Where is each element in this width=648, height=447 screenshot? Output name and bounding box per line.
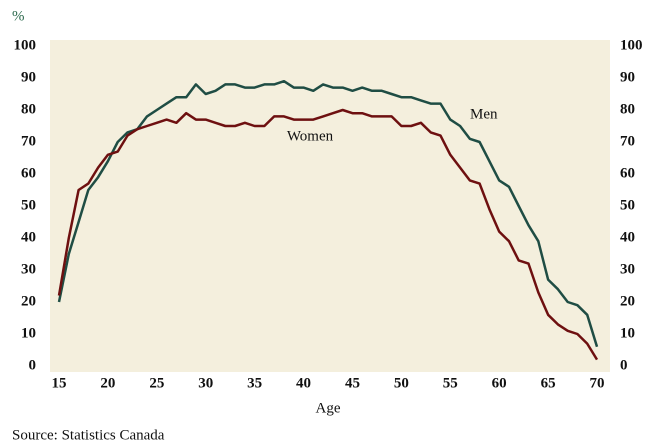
x-tick-label: 25 [149,375,164,391]
series-label: Men [470,106,498,122]
x-tick-label: 50 [394,375,409,391]
y2-tick-label: 40 [620,229,635,245]
y-unit-label: % [12,8,25,24]
y-tick-label: 30 [21,261,36,277]
plot-background [50,40,610,372]
y-tick-label: 0 [29,357,37,373]
x-tick-label: 35 [247,375,262,391]
y2-tick-label: 50 [620,197,635,213]
y-tick-label: 60 [21,165,36,181]
y-tick-label: 100 [14,37,37,53]
y2-tick-label: 10 [620,325,635,341]
x-tick-label: 55 [443,375,458,391]
y-tick-label: 70 [21,133,36,149]
x-tick-label: 20 [100,375,115,391]
y2-tick-label: 20 [620,293,635,309]
source-note: Source: Statistics Canada [12,427,165,443]
y2-tick-label: 80 [620,101,635,117]
x-tick-label: 60 [492,375,507,391]
y2-tick-label: 60 [620,165,635,181]
x-tick-label: 70 [590,375,605,391]
y-tick-label: 40 [21,229,36,245]
y2-tick-label: 30 [620,261,635,277]
x-tick-label: 45 [345,375,360,391]
series-line [57,108,599,361]
y-tick-label: 50 [21,197,36,213]
y2-tick-label: 70 [620,133,635,149]
y-tick-label: 80 [21,101,36,117]
x-tick-label: 15 [52,375,67,391]
x-tick-label: 65 [541,375,556,391]
x-tick-label: 30 [198,375,213,391]
series-label: Women [287,128,334,144]
y-tick-label: 20 [21,293,36,309]
y-tick-label: 90 [21,69,36,85]
x-axis-label: Age [316,400,341,416]
y2-tick-label: 90 [620,69,635,85]
series-line [57,79,599,348]
y-tick-label: 10 [21,325,36,341]
y2-tick-label: 100 [620,37,643,53]
x-tick-label: 40 [296,375,311,391]
y2-tick-label: 0 [620,357,628,373]
